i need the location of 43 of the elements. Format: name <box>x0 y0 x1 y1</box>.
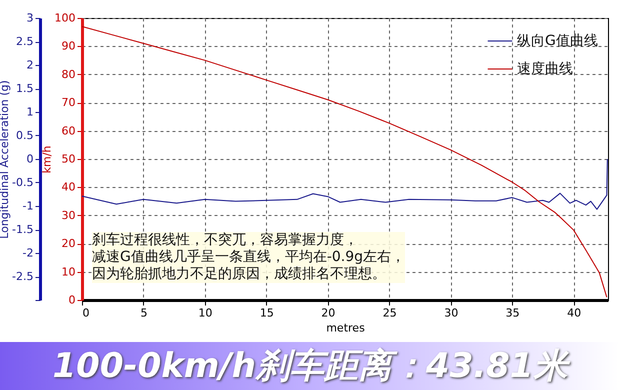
y2-tick-label: -1 <box>22 200 34 212</box>
y2-tick-label: 1 <box>26 106 34 118</box>
legend-label: 纵向G值曲线 <box>517 33 598 49</box>
y2-tick-label: 2.5 <box>16 35 34 48</box>
y2-tick-label: 2 <box>26 58 34 72</box>
x-tick-label: 30 <box>444 306 458 320</box>
y2-tick-label: 0.5 <box>16 129 34 142</box>
y-tick-label: 60 <box>62 124 76 138</box>
x-axis-title: metres <box>326 322 366 334</box>
y2-axis-title: Longitudinal Acceleration (g) <box>0 80 12 239</box>
y-tick-label: 20 <box>62 237 76 250</box>
line-series <box>82 26 608 298</box>
y-tick-label: 70 <box>62 96 76 110</box>
x-tick-label: 35 <box>506 306 520 320</box>
x-tick-label: 5 <box>140 306 148 320</box>
text: 100-0km/h刹车距离：43.81米 <box>0 342 620 390</box>
y2-tick-label: -2.5 <box>12 270 34 283</box>
y-tick-label: 30 <box>62 208 76 222</box>
y-tick-label: 0 <box>68 294 76 306</box>
y2-tick-label: 0 <box>26 152 34 166</box>
legend-label: 速度曲线 <box>517 61 573 77</box>
x-tick-label: 15 <box>260 306 274 320</box>
y-tick-label: 40 <box>62 180 76 194</box>
x-tick-label: 25 <box>382 306 397 320</box>
x-tick-label: 10 <box>198 306 212 320</box>
y2-tick-label: 3 <box>26 12 34 24</box>
annotation: 因为轮胎抓地力不足的原因，成绩排名不理想。 <box>92 266 387 283</box>
annotation: 刹车过程很线性，不突兀，容易掌握力度， <box>92 232 359 249</box>
x-tick-label: 20 <box>321 306 336 320</box>
y2-tick-label: -0.5 <box>12 176 34 189</box>
y2-tick-label: 1.5 <box>16 82 34 95</box>
y-tick-label: 50 <box>62 152 76 166</box>
y-tick-label: 100 <box>54 12 76 24</box>
x-tick-label: 0 <box>82 306 90 320</box>
y-tick-label: 90 <box>62 40 76 53</box>
y-tick-label: 80 <box>62 68 76 81</box>
line-series <box>82 158 608 210</box>
y-axis-title: km/h <box>40 146 54 174</box>
x-tick-label: 40 <box>567 306 582 320</box>
y2-tick-label: -1.5 <box>12 223 34 236</box>
y-tick-label: 10 <box>62 265 76 278</box>
y2-tick-label: -2 <box>22 246 34 260</box>
annotation: 减速G值曲线几乎呈一条直线，平均在-0.9g左右， <box>92 249 406 266</box>
